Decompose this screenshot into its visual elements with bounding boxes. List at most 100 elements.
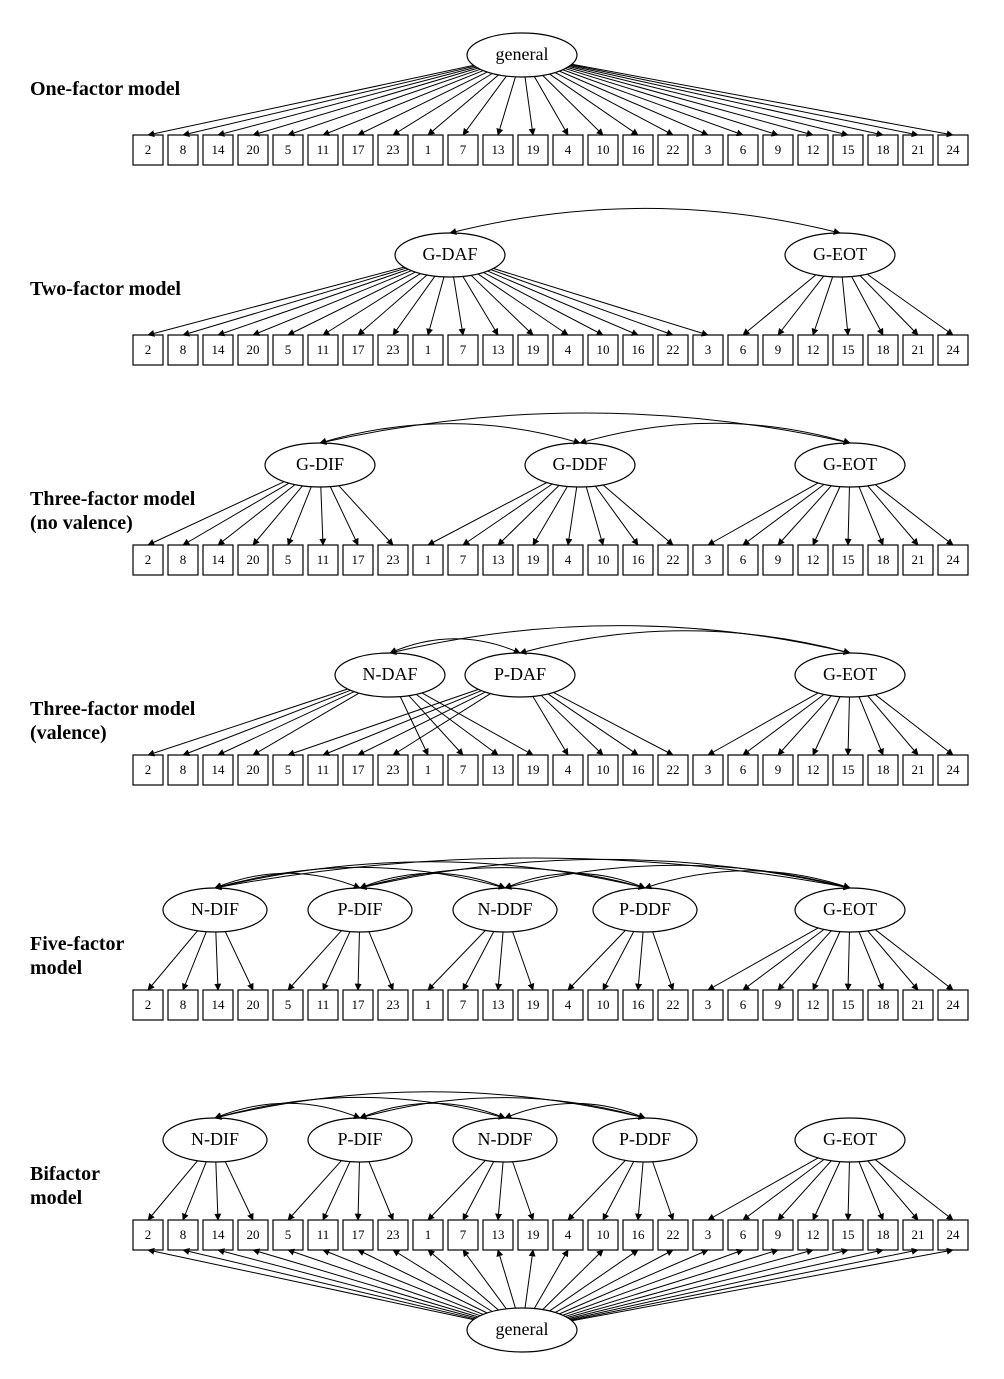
factor-models-diagram: One-factor model281420511172317131941016… <box>20 20 1004 1359</box>
loading-arrow <box>513 932 533 990</box>
loading-arrow <box>868 696 918 755</box>
loading-arrow <box>225 1162 253 1220</box>
loading-arrow <box>428 483 547 545</box>
loading-arrow <box>743 694 824 755</box>
item-label: 15 <box>842 342 855 357</box>
item-label: 11 <box>317 762 330 777</box>
item-label: 6 <box>740 342 747 357</box>
item-label: 5 <box>285 762 292 777</box>
loading-arrow <box>218 692 354 755</box>
loading-arrow <box>568 1160 625 1220</box>
item-label: 21 <box>912 552 925 567</box>
loading-arrow <box>875 1160 953 1220</box>
factor-label: P-DIF <box>337 1129 382 1149</box>
item-label: 22 <box>667 142 680 157</box>
item-label: 16 <box>632 342 646 357</box>
item-label: 20 <box>247 997 260 1012</box>
item-label: 16 <box>632 1227 646 1242</box>
correlation-arc <box>580 423 850 443</box>
item-label: 12 <box>807 342 820 357</box>
item-label: 15 <box>842 142 855 157</box>
loading-arrow <box>533 696 568 755</box>
item-label: 3 <box>705 342 712 357</box>
item-label: 5 <box>285 1227 292 1242</box>
item-label: 14 <box>212 142 226 157</box>
item-label: 15 <box>842 997 855 1012</box>
loading-arrow <box>603 931 634 990</box>
item-label: 20 <box>247 1227 260 1242</box>
correlation-arc <box>360 859 850 888</box>
item-label: 8 <box>180 552 187 567</box>
item-label: 16 <box>632 997 646 1012</box>
item-label: 19 <box>527 342 540 357</box>
item-label: 7 <box>460 1227 467 1242</box>
item-label: 24 <box>947 142 961 157</box>
loading-arrow <box>553 692 673 755</box>
item-label: 5 <box>285 997 292 1012</box>
model-title: Two-factor model <box>30 278 181 300</box>
loading-arrow <box>778 1161 831 1220</box>
loading-arrow <box>321 487 323 545</box>
item-label: 24 <box>947 762 961 777</box>
loading-arrow <box>225 932 253 990</box>
item-label: 11 <box>317 1227 330 1242</box>
item-label: 10 <box>597 1227 610 1242</box>
item-label: 5 <box>285 142 292 157</box>
item-label: 23 <box>387 1227 400 1242</box>
item-label: 20 <box>247 762 260 777</box>
loading-arrow <box>813 487 840 545</box>
item-label: 9 <box>775 762 782 777</box>
item-label: 2 <box>145 342 152 357</box>
item-label: 3 <box>705 762 712 777</box>
factor-label: G-EOT <box>813 244 867 264</box>
loading-arrow <box>565 1250 778 1316</box>
loading-arrow <box>595 486 638 545</box>
loading-arrow <box>253 486 303 545</box>
loading-arrow <box>813 1162 840 1220</box>
correlation-arc <box>360 868 645 888</box>
loading-arrow <box>498 932 503 990</box>
loading-arrow <box>859 487 883 545</box>
item-label: 1 <box>425 342 432 357</box>
item-label: 4 <box>565 552 572 567</box>
item-label: 14 <box>212 1227 226 1242</box>
item-label: 11 <box>317 342 330 357</box>
loading-arrow <box>463 76 506 135</box>
item-label: 19 <box>527 552 540 567</box>
loading-arrow <box>148 931 198 990</box>
factor-label: N-DDF <box>477 1129 532 1149</box>
item-label: 8 <box>180 997 187 1012</box>
item-label: 5 <box>285 552 292 567</box>
loading-arrow <box>842 277 848 335</box>
item-label: 4 <box>565 142 572 157</box>
loading-arrow <box>183 932 206 990</box>
loading-arrow <box>148 267 404 335</box>
item-label: 4 <box>565 342 572 357</box>
item-label: 17 <box>352 142 366 157</box>
model-title: Three-factor model <box>30 698 196 720</box>
loading-arrow <box>848 1162 849 1220</box>
item-label: 8 <box>180 342 187 357</box>
loading-arrow <box>488 271 638 335</box>
item-label: 12 <box>807 1227 820 1242</box>
loading-arrow <box>567 1250 813 1318</box>
correlation-arc <box>645 871 850 888</box>
item-label: 1 <box>425 552 432 567</box>
loading-arrow <box>323 1162 350 1220</box>
item-label: 18 <box>877 997 890 1012</box>
item-label: 21 <box>912 762 925 777</box>
item-label: 14 <box>212 997 226 1012</box>
loading-arrow <box>778 276 824 335</box>
correlation-arc <box>215 858 850 888</box>
item-label: 22 <box>667 762 680 777</box>
model-title: model <box>30 957 83 979</box>
item-label: 13 <box>492 342 505 357</box>
loading-arrow <box>218 485 295 545</box>
loading-arrow <box>525 1250 533 1308</box>
loading-arrow <box>454 277 463 335</box>
correlation-arc <box>505 873 645 888</box>
item-label: 13 <box>492 552 505 567</box>
item-label: 14 <box>212 552 226 567</box>
loading-arrow <box>859 1162 883 1220</box>
item-label: 15 <box>842 552 855 567</box>
